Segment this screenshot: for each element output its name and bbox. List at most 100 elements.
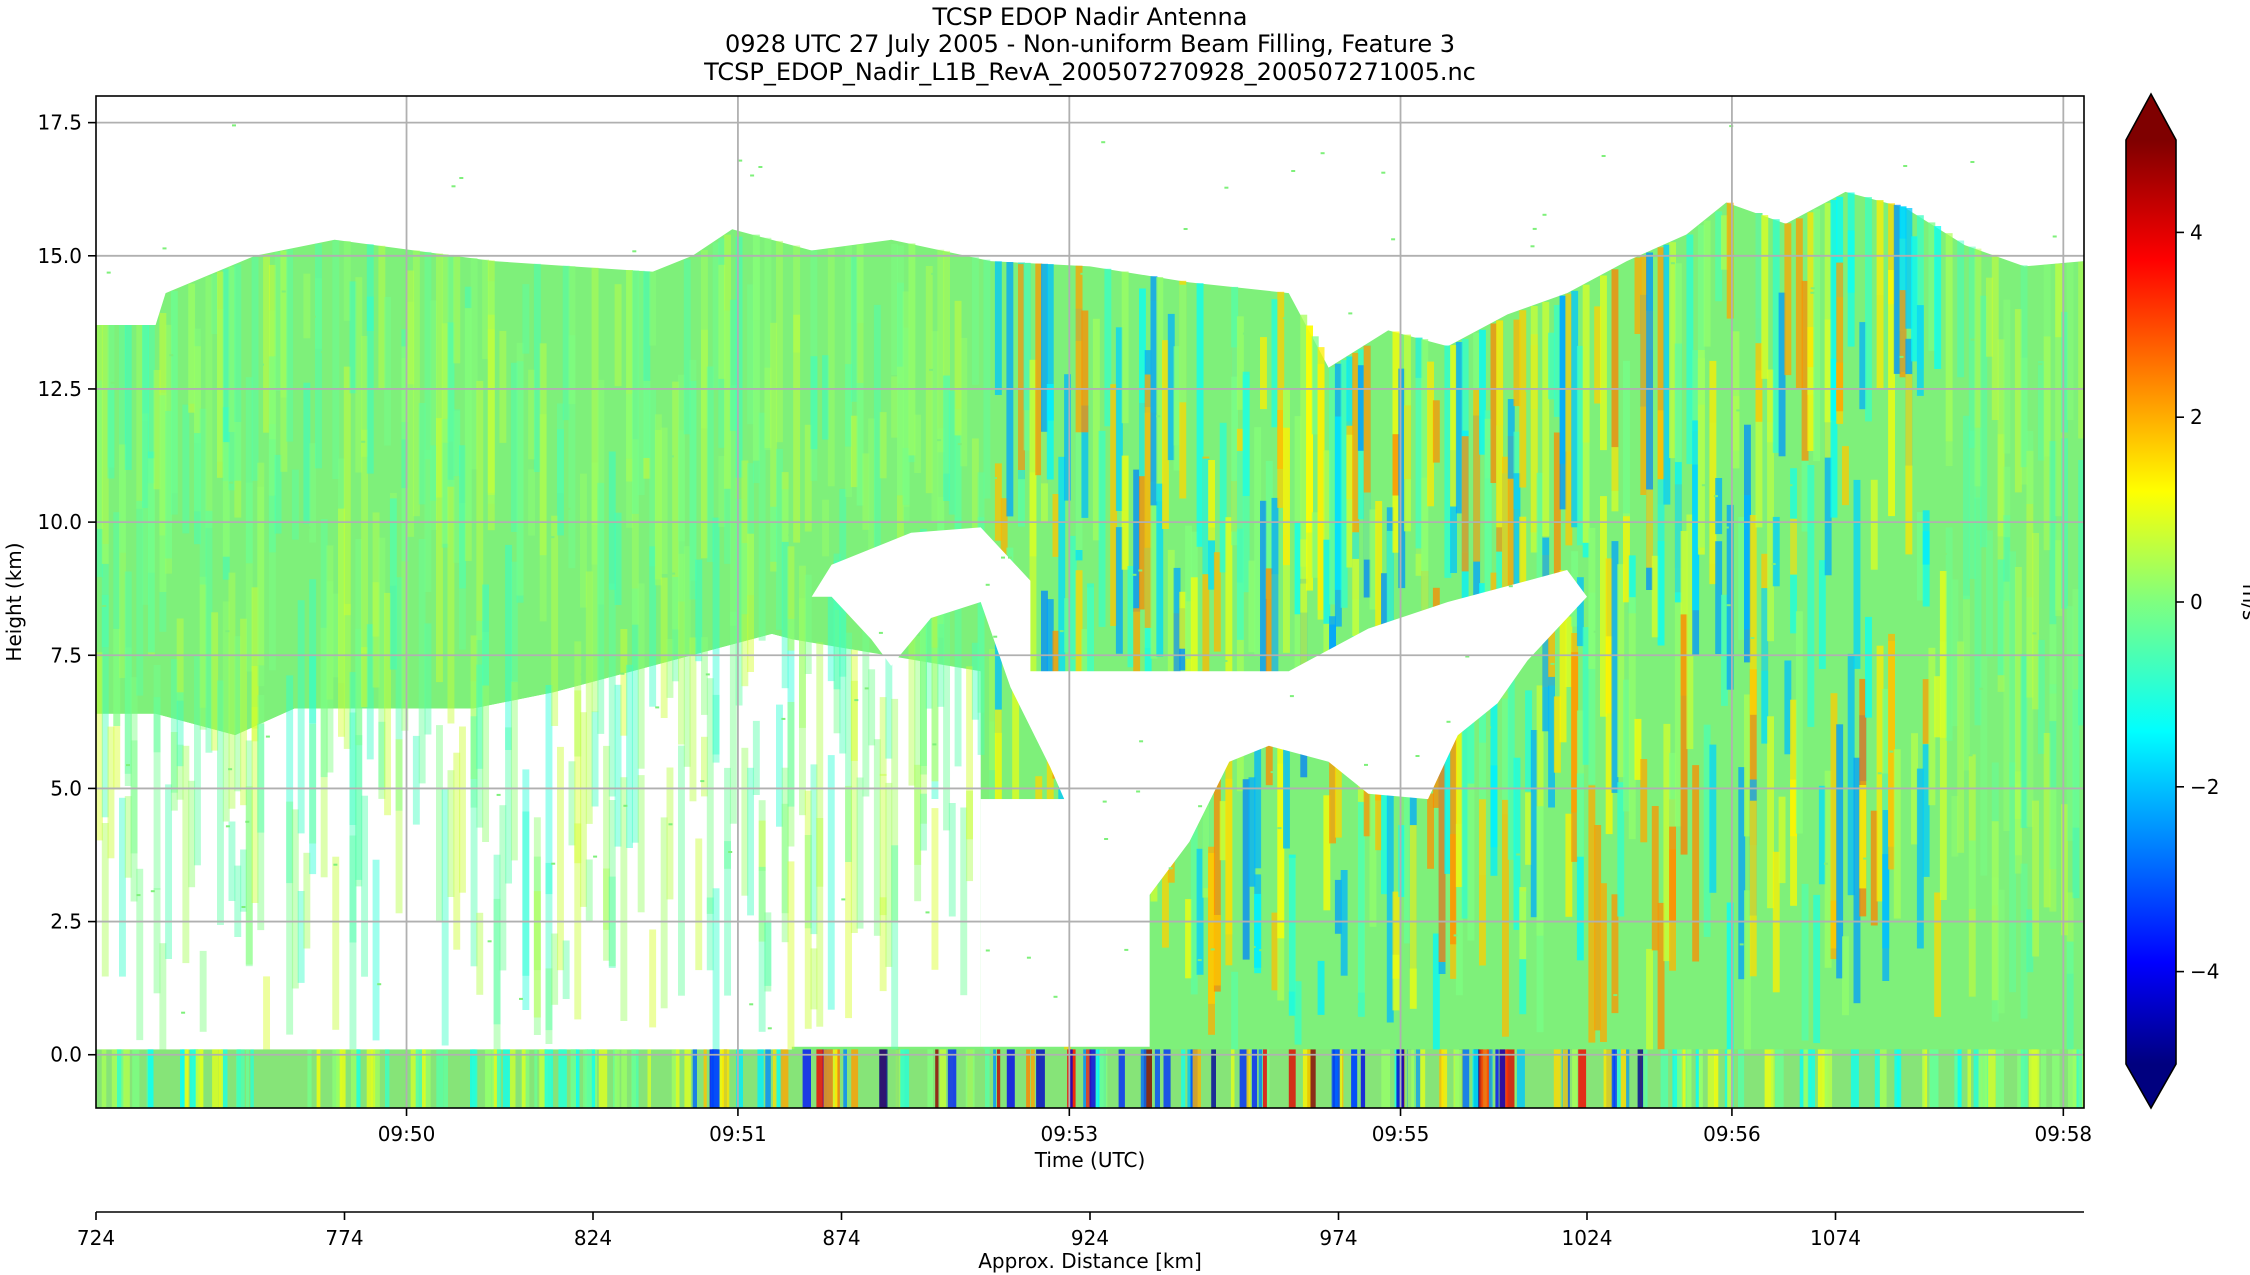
noise-speckle [841, 898, 846, 901]
distance-tick-label: 874 [822, 1226, 860, 1250]
velocity-streak [1242, 371, 1250, 496]
velocity-streak [459, 726, 466, 893]
velocity-streak [678, 745, 685, 996]
surface-streak [1360, 1049, 1366, 1108]
velocity-streak [1991, 821, 1999, 1001]
surface-streak [111, 1049, 117, 1108]
velocity-streak [718, 238, 726, 448]
velocity-streak [372, 859, 380, 1041]
noise-speckle [1824, 862, 1828, 865]
velocity-streak [1219, 422, 1227, 573]
velocity-streak [2061, 438, 2068, 609]
velocity-streak [1144, 547, 1152, 714]
velocity-streak [839, 597, 847, 754]
noise-speckle [1291, 170, 1296, 172]
velocity-streak [868, 669, 876, 746]
velocity-streak [1899, 206, 1907, 372]
noise-speckle [1970, 161, 1975, 163]
velocity-streak [1254, 893, 1262, 974]
velocity-streak [856, 383, 864, 506]
velocity-streak [891, 698, 899, 923]
velocity-streak [729, 611, 737, 824]
velocity-streak [631, 270, 639, 514]
velocity-streak [649, 929, 657, 1028]
velocity-streak [1980, 295, 1988, 548]
velocity-streak [1772, 516, 1780, 587]
noise-speckle [700, 780, 705, 783]
velocity-streak [960, 807, 968, 996]
velocity-streak [879, 897, 887, 992]
noise-speckle [1059, 630, 1064, 633]
velocity-streak [701, 329, 708, 559]
velocity-streak [2032, 533, 2040, 710]
velocity-streak [776, 240, 783, 443]
velocity-streak [1525, 690, 1533, 792]
velocity-streak [1669, 752, 1677, 850]
surface-streak [935, 1049, 939, 1108]
noise-speckle [166, 714, 171, 717]
velocity-streak [441, 418, 449, 548]
y-tick-label: 10.0 [37, 510, 82, 534]
velocity-streak [735, 236, 743, 478]
colorbar-tick-label: 4 [2190, 220, 2203, 244]
velocity-streak [925, 598, 933, 709]
surface-streak [570, 1049, 576, 1108]
velocity-streak [1778, 292, 1786, 457]
velocity-streak [147, 451, 155, 653]
velocity-streak [1997, 434, 2005, 692]
velocity-streak [1404, 334, 1411, 532]
noise-speckle [1323, 940, 1328, 943]
surface-streak [422, 1049, 426, 1108]
surface-streak [385, 1049, 390, 1108]
velocity-streak [194, 346, 201, 512]
velocity-streak [1957, 641, 1965, 853]
surface-streak [710, 1049, 720, 1108]
velocity-streak [551, 515, 559, 726]
velocity-streak [1046, 384, 1054, 480]
surface-streak [1771, 1049, 1775, 1108]
velocity-streak [2020, 357, 2028, 485]
velocity-streak [1951, 579, 1959, 727]
velocity-streak [1196, 283, 1204, 547]
velocity-streak [1427, 361, 1435, 507]
velocity-streak [752, 720, 760, 795]
surface-streak [1030, 1049, 1035, 1108]
x-tick-label: 09:55 [1372, 1122, 1430, 1146]
noise-speckle [1270, 771, 1275, 774]
noise-speckle [566, 507, 571, 510]
noise-speckle [1724, 526, 1729, 529]
velocity-streak [147, 459, 155, 573]
velocity-streak [994, 601, 1002, 733]
velocity-streak [1496, 425, 1504, 691]
surface-streak [509, 1049, 516, 1108]
colorbar-gradient [2126, 140, 2176, 1064]
velocity-streak [1340, 360, 1348, 608]
velocity-streak [355, 735, 363, 880]
velocity-streak [1934, 892, 1942, 1017]
velocity-streak [245, 786, 253, 965]
velocity-streak [643, 380, 651, 479]
velocity-streak [971, 438, 979, 540]
noise-speckle [1227, 975, 1232, 978]
velocity-streak [1916, 768, 1924, 949]
velocity-streak [291, 809, 299, 989]
velocity-streak [107, 726, 115, 859]
surface-streak [410, 1049, 419, 1108]
velocity-streak [608, 451, 616, 590]
distance-tick-label: 924 [1071, 1226, 1109, 1250]
velocity-streak [1893, 749, 1901, 919]
velocity-streak [1381, 730, 1388, 895]
velocity-streak [850, 415, 858, 488]
velocity-streak [1847, 230, 1855, 293]
surface-streak [1714, 1049, 1719, 1108]
velocity-streak [263, 254, 271, 433]
velocity-streak [712, 242, 720, 389]
velocity-streak [2014, 309, 2022, 493]
colorbar-extend-min [2126, 1064, 2176, 1108]
velocity-streak [349, 712, 357, 943]
velocity-streak [1680, 614, 1688, 855]
velocity-streak [1542, 301, 1550, 538]
velocity-streak [1369, 509, 1377, 610]
velocity-streak [2009, 551, 2017, 786]
velocity-streak [401, 488, 409, 731]
